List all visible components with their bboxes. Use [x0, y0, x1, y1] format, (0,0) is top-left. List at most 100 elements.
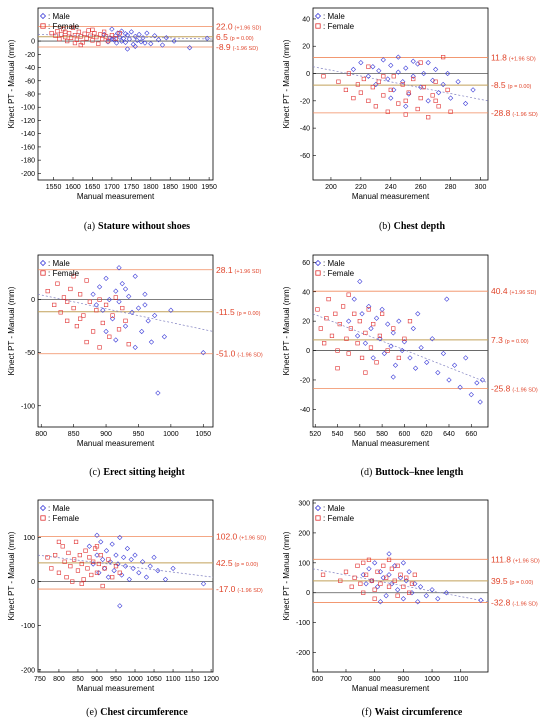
x-axis-label: Manual measurement — [352, 192, 430, 201]
female-point — [88, 33, 93, 38]
x-tick-label: 1850 — [162, 184, 178, 191]
female-point — [369, 578, 374, 583]
female-point — [386, 584, 392, 589]
y-tick-label: 0 — [31, 297, 35, 304]
male-point — [161, 334, 168, 340]
female-point — [320, 572, 326, 577]
male-point — [113, 552, 119, 558]
male-point — [401, 339, 408, 345]
y-tick-label: -200 — [21, 171, 35, 178]
female-point — [56, 570, 62, 575]
male-point — [144, 30, 150, 36]
female-point — [55, 281, 60, 286]
y-tick-label: 0 — [306, 348, 310, 355]
mean-limit-label: -8.5 (p = 0.00) — [491, 80, 532, 90]
male-point — [142, 291, 148, 297]
female-point — [79, 581, 84, 586]
legend-female-marker — [40, 23, 46, 29]
panel-caption: (b) Chest depth — [379, 221, 446, 232]
male-point — [390, 330, 396, 336]
female-point — [82, 31, 87, 36]
upper-limit-label: 22.0 (+1.96 SD) — [216, 22, 261, 32]
female-point — [324, 316, 329, 321]
lower-note: (-1.96 SD) — [233, 46, 259, 52]
female-point — [76, 29, 81, 34]
male-point — [433, 66, 439, 73]
male-point — [124, 46, 131, 52]
male-point — [377, 599, 384, 605]
y-tick-label: 0 — [306, 590, 310, 597]
female-point — [85, 566, 90, 571]
female-point — [78, 42, 83, 48]
x-tick-label: 620 — [421, 431, 433, 438]
y-tick-label: -100 — [296, 620, 310, 627]
female-point — [60, 544, 65, 549]
panel-caption: (f) Waist circumference — [362, 707, 463, 718]
female-point — [421, 85, 426, 90]
male-point — [122, 31, 129, 37]
female-point — [346, 292, 351, 297]
female-point — [72, 557, 77, 562]
male-point — [132, 344, 138, 350]
legend-female-marker — [315, 270, 321, 276]
y-tick-label: 100 — [23, 535, 35, 542]
lower-note: (-1.96 SD) — [512, 602, 538, 608]
male-point — [370, 64, 376, 70]
male-point — [139, 559, 146, 565]
female-point — [402, 336, 407, 341]
male-point — [115, 30, 121, 36]
x-tick-label: 800 — [369, 676, 381, 683]
male-point — [163, 35, 169, 41]
y-tick-label: -40 — [300, 407, 310, 414]
female-point — [49, 31, 54, 36]
y-tick-label: 40 — [302, 289, 310, 296]
male-point — [474, 380, 480, 386]
legend-female-label: : Female — [48, 269, 80, 278]
female-point — [355, 341, 360, 346]
male-point — [397, 575, 404, 581]
y-tick-label: -50 — [25, 350, 35, 357]
male-point — [399, 347, 405, 354]
male-point — [403, 578, 409, 584]
female-point — [64, 575, 69, 580]
female-point — [361, 590, 366, 595]
male-point — [204, 35, 210, 42]
male-point — [117, 34, 123, 40]
trend-line — [312, 66, 489, 102]
male-point — [440, 81, 446, 88]
female-point — [340, 304, 346, 309]
male-point — [360, 572, 366, 578]
female-point — [86, 28, 91, 33]
x-tick-label: 520 — [309, 431, 321, 438]
female-point — [70, 579, 75, 584]
x-tick-label: 1050 — [195, 431, 211, 438]
x-tick-label: 850 — [72, 676, 84, 683]
female-point — [336, 79, 341, 84]
female-point — [407, 590, 412, 595]
female-point — [94, 35, 99, 40]
x-tick-label: 660 — [465, 431, 477, 438]
female-point — [430, 93, 435, 98]
mean-limit-label: 7.3 (p = 0.00) — [491, 335, 529, 345]
mean-value: -8.5 — [491, 80, 506, 90]
panel-e: 750 800 850 900 950 1000 1050 1100 1150 12001000-… — [7, 499, 266, 718]
male-point — [117, 603, 123, 609]
lower-value: -51.0 — [216, 349, 236, 359]
caption-letter: (a) — [84, 221, 95, 232]
male-point — [388, 343, 394, 349]
female-point — [90, 329, 96, 334]
female-point — [372, 596, 377, 601]
female-point — [333, 311, 338, 316]
x-tick-label: 260 — [415, 184, 427, 191]
female-point — [63, 29, 68, 34]
female-point — [81, 577, 86, 582]
mean-limit-label: 6.5 (p = 0.00) — [216, 32, 254, 42]
female-point — [426, 115, 431, 120]
male-point — [386, 572, 392, 578]
female-point — [403, 112, 408, 117]
x-tick-label: 560 — [354, 431, 366, 438]
male-point — [421, 70, 427, 77]
female-point — [346, 351, 351, 356]
x-tick-label: 600 — [399, 431, 411, 438]
male-point — [418, 344, 424, 351]
